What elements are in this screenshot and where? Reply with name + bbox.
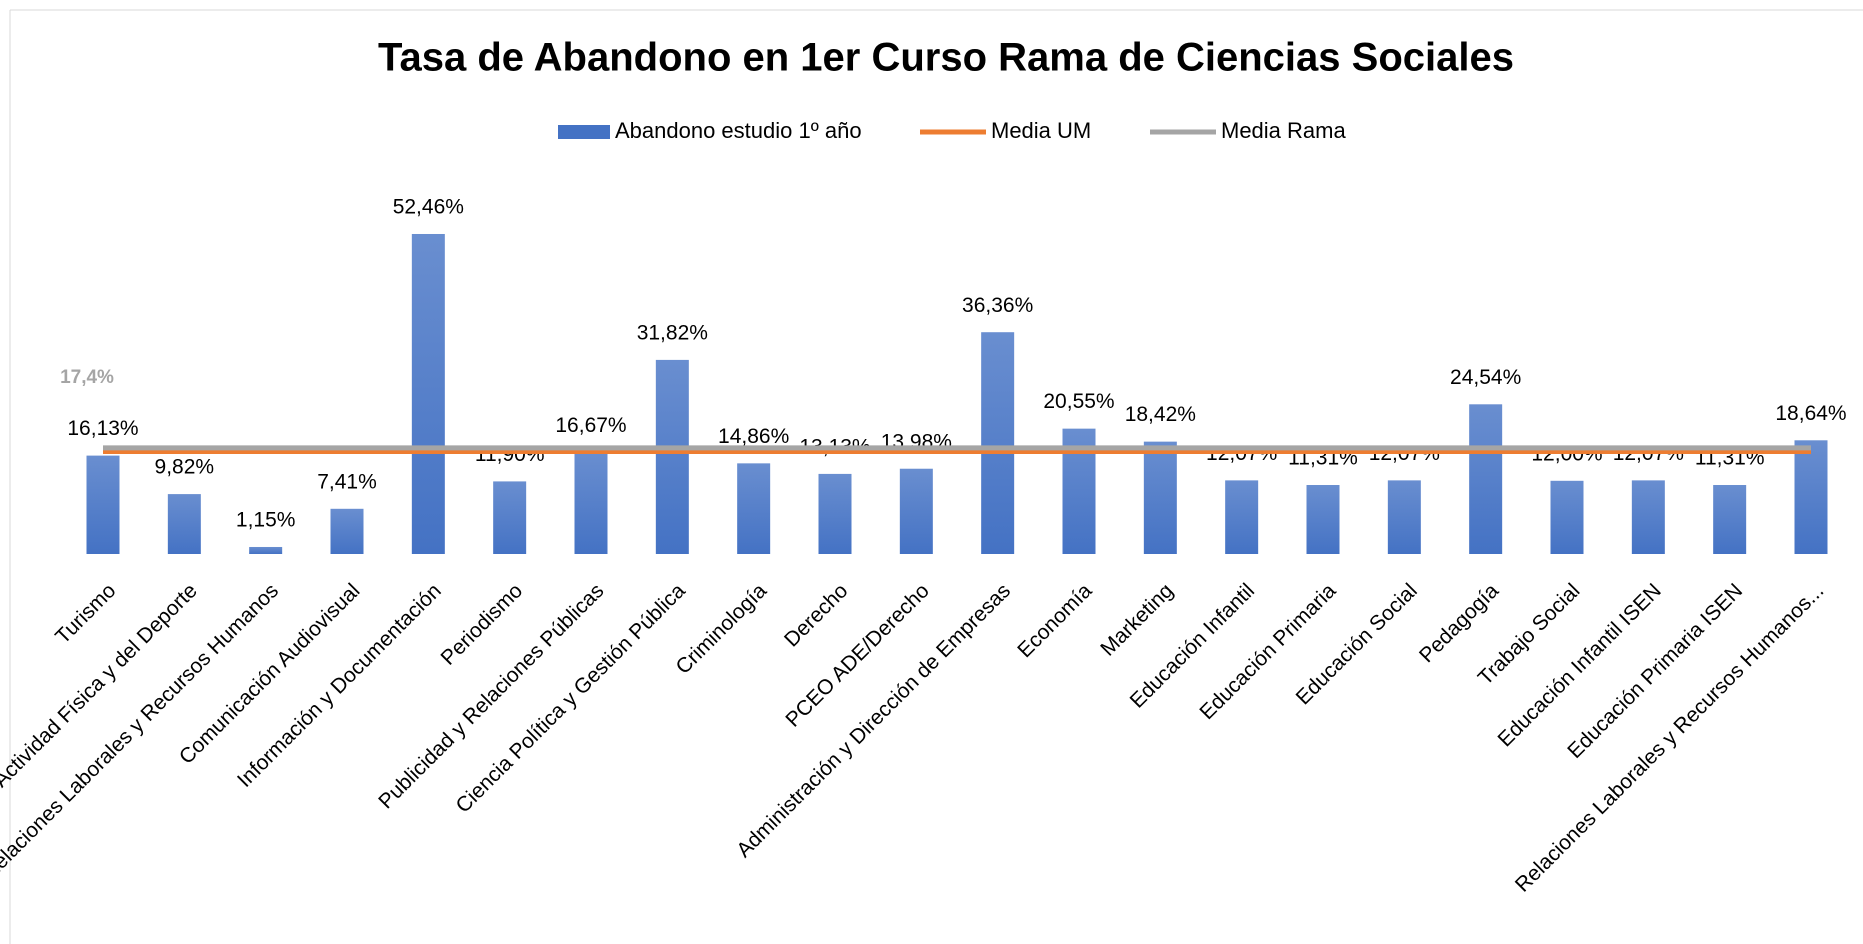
bar bbox=[1469, 404, 1503, 554]
data-label: 36,36% bbox=[962, 294, 1033, 317]
data-label: 7,41% bbox=[317, 470, 377, 493]
bar bbox=[899, 468, 933, 554]
bar bbox=[1225, 480, 1259, 554]
bar bbox=[981, 332, 1015, 554]
data-label: 16,67% bbox=[555, 414, 626, 437]
data-label: 17,4% bbox=[60, 367, 114, 388]
data-label: 9,82% bbox=[155, 456, 215, 479]
chart-title: Tasa de Abandono en 1er Curso Rama de Ci… bbox=[378, 36, 1514, 80]
legend-label: Media Rama bbox=[1221, 118, 1346, 143]
bar bbox=[493, 481, 527, 554]
bar bbox=[818, 473, 852, 554]
data-label: 1,15% bbox=[236, 509, 296, 532]
data-label: 24,54% bbox=[1450, 366, 1521, 389]
bar bbox=[1794, 440, 1828, 554]
data-label: 18,42% bbox=[1125, 403, 1196, 426]
bar bbox=[655, 359, 689, 554]
data-label: 31,82% bbox=[637, 321, 708, 344]
legend-swatch bbox=[558, 125, 610, 139]
data-label: 52,46% bbox=[393, 196, 464, 219]
legend-label: Media UM bbox=[991, 118, 1091, 143]
bar bbox=[411, 233, 445, 554]
bar bbox=[86, 455, 120, 554]
bar bbox=[1631, 480, 1665, 554]
legend-label: Abandono estudio 1º año bbox=[615, 118, 862, 143]
data-label: 20,55% bbox=[1043, 390, 1114, 413]
bar bbox=[249, 546, 283, 554]
data-label: 16,13% bbox=[67, 417, 138, 440]
bar bbox=[1306, 485, 1340, 554]
data-label: 18,64% bbox=[1775, 402, 1846, 425]
bar bbox=[1387, 480, 1421, 554]
bar bbox=[167, 494, 201, 554]
bar bbox=[737, 463, 771, 554]
data-label: 14,86% bbox=[718, 425, 789, 448]
bar bbox=[1550, 480, 1584, 554]
bar bbox=[1143, 441, 1177, 554]
bar bbox=[330, 508, 364, 554]
bar bbox=[574, 452, 608, 554]
bar bbox=[1713, 485, 1747, 554]
